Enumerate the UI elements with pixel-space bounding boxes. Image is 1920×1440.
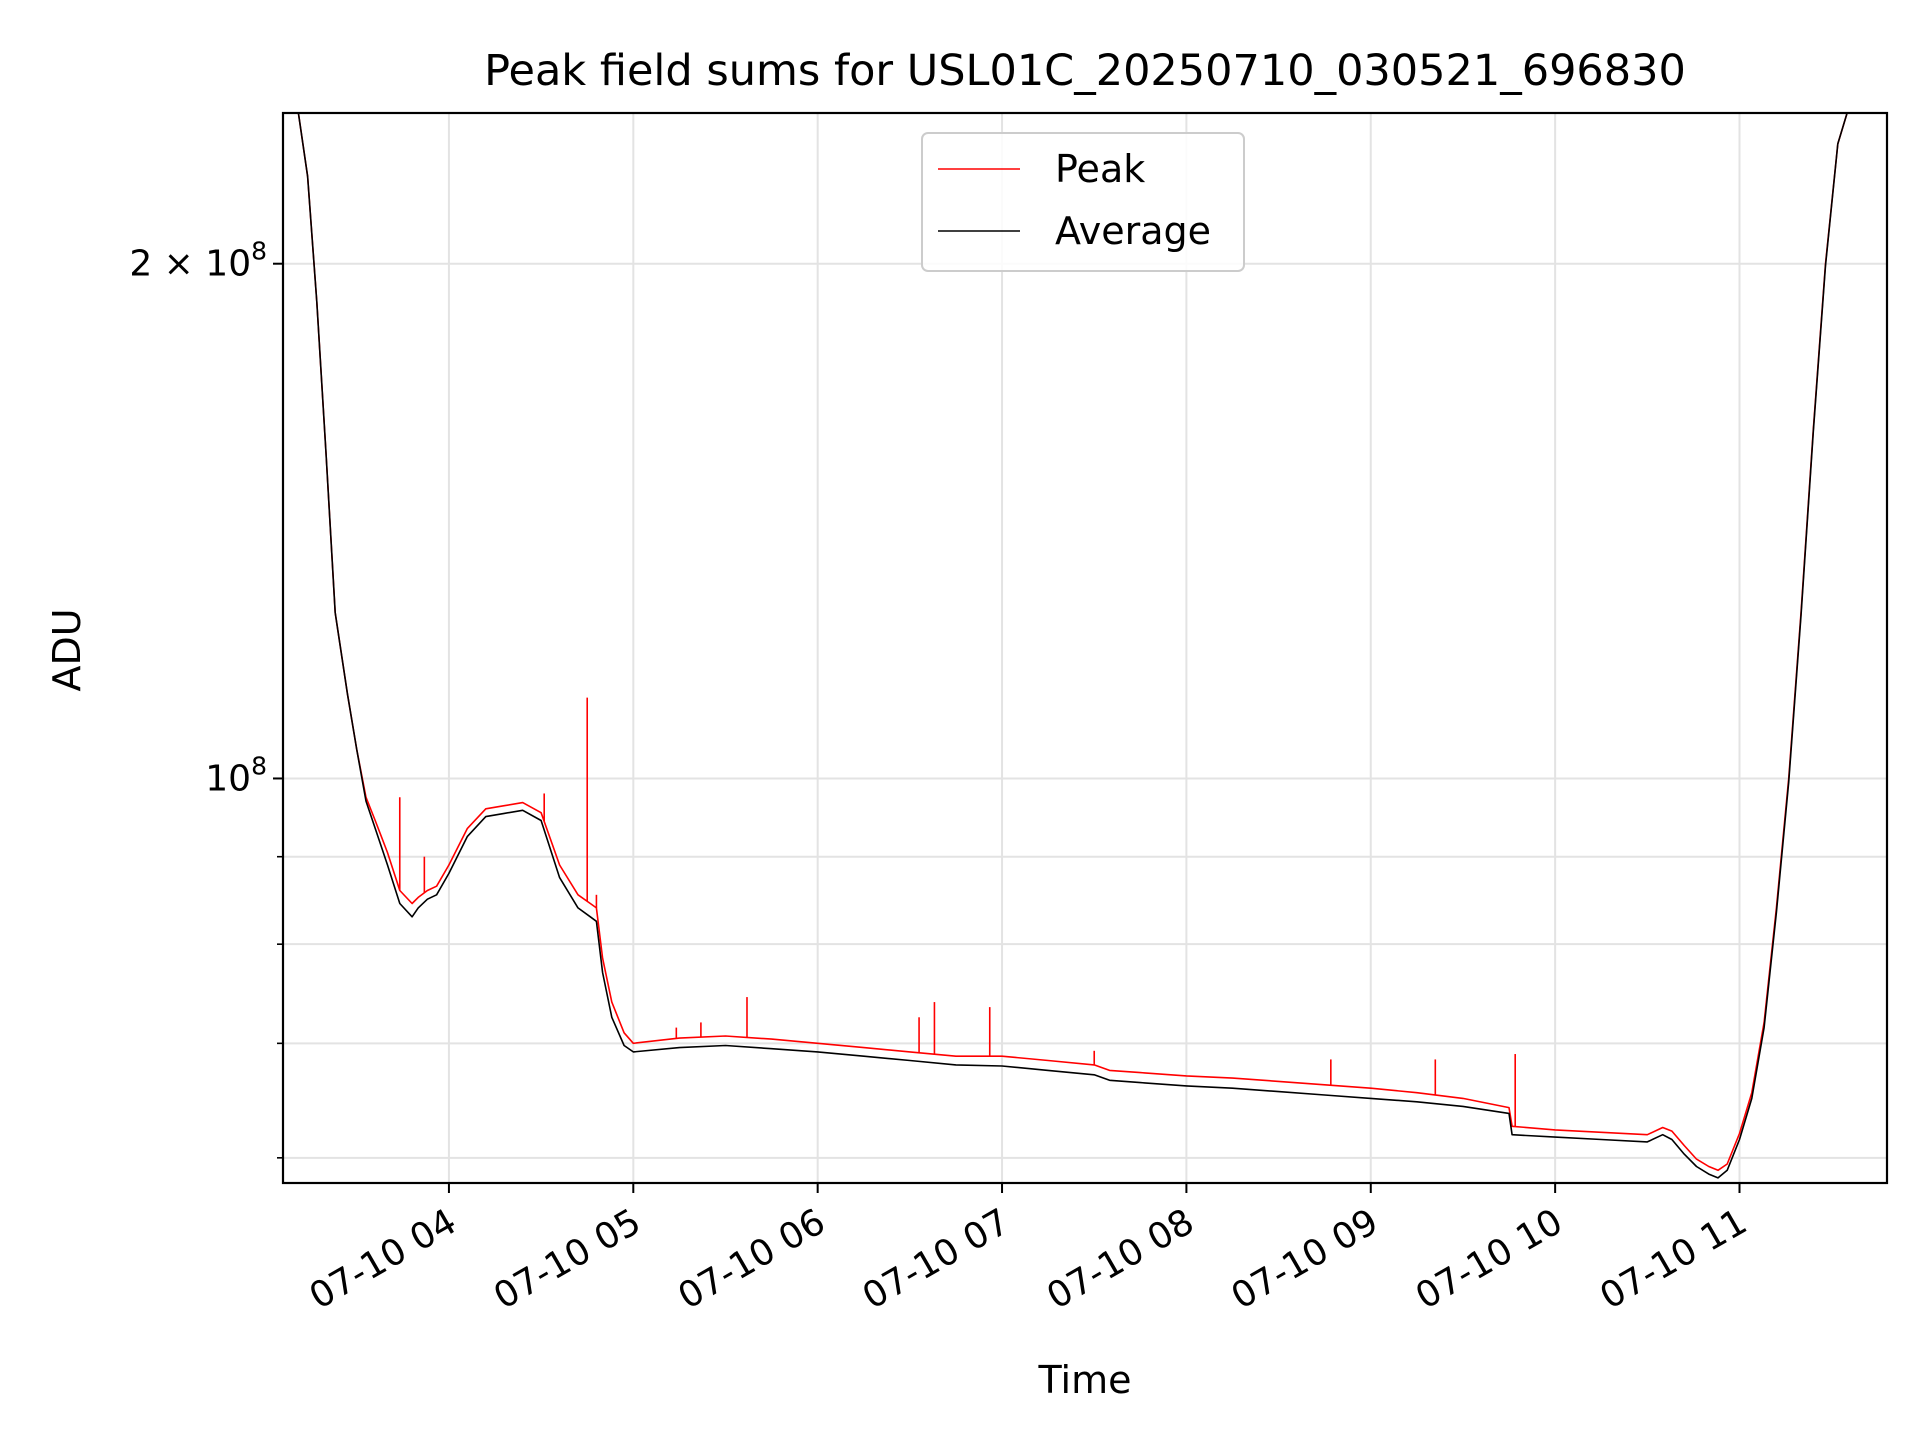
legend-label-average: Average: [1055, 209, 1211, 253]
series-group: [297, 113, 1848, 1179]
y-axis-label: ADU: [45, 608, 89, 691]
plot-frame: [281, 111, 1889, 1185]
legend: Peak Average: [921, 132, 1245, 272]
series-line-average: [297, 113, 1848, 1179]
series-line-peak: [297, 113, 1848, 1172]
y-tick-label: 2 × 108: [129, 237, 267, 285]
legend-box: [921, 132, 1245, 272]
chart-title: Peak field sums for USL01C_20250710_0305…: [484, 46, 1686, 96]
y-tick-label: 108: [205, 751, 267, 799]
x-axis-label: Time: [1038, 1358, 1132, 1402]
legend-label-peak: Peak: [1055, 147, 1145, 191]
